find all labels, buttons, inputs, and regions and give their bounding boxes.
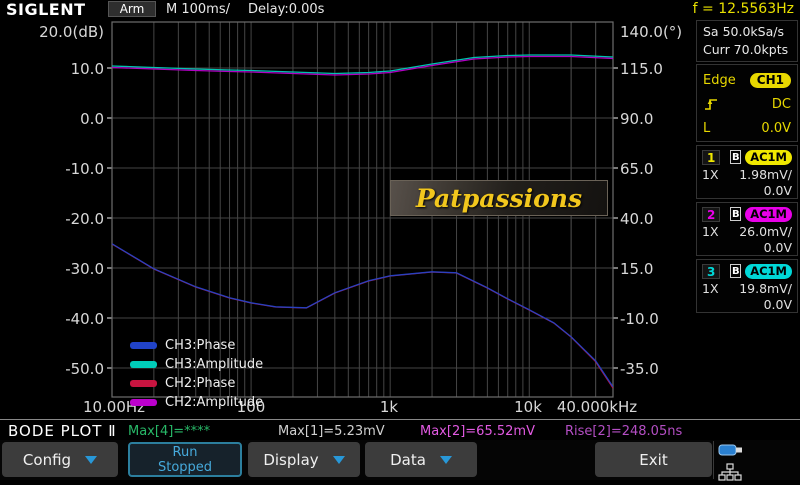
channel3-info-box[interactable]: 3 B AC1M 1X 19.8mV/ 0.0V (696, 259, 798, 313)
lan-network-icon (718, 463, 742, 481)
siglent-logo: SIGLENT (6, 0, 86, 19)
legend-item: CH2:Amplitude (130, 393, 263, 412)
x-axis-tick-label: 40.000kHz (556, 398, 638, 416)
measurement-max1: Max[1]=5.23mV (278, 424, 385, 439)
right-axis-title: 140.0(°) (620, 23, 683, 41)
chevron-down-icon (332, 455, 345, 464)
channel1-number: 1 (702, 149, 721, 165)
page-title: BODE PLOT Ⅱ (8, 422, 117, 440)
io-status-panel (718, 442, 754, 481)
display-button[interactable]: Display (248, 442, 360, 477)
trigger-source-badge: CH1 (749, 72, 791, 88)
exit-button-label: Exit (639, 450, 668, 469)
legend-label: CH3:Amplitude (165, 357, 264, 372)
channel2-info-box[interactable]: 2 B AC1M 1X 26.0mV/ 0.0V (696, 202, 798, 256)
right-axis-tick-label: 15.0 (620, 260, 654, 278)
legend-label: CH2:Phase (165, 376, 236, 391)
measurement-max2: Max[2]=65.52mV (420, 424, 535, 439)
right-axis-tick-label: 115.0 (620, 60, 663, 78)
x-axis-tick-label: 10.00Hz (82, 398, 146, 416)
acquisition-status-badge: Arm (108, 1, 156, 17)
plot-legend: CH3:Phase CH3:Amplitude CH2:Phase CH2:Am… (130, 336, 263, 412)
left-axis-tick-label: -20.0 (65, 210, 104, 228)
channel2-offset: 0.0V (763, 240, 792, 255)
left-axis-tick-label: 0.0 (80, 110, 104, 128)
left-axis-tick-label: -40.0 (65, 310, 104, 328)
legend-swatch-ch2-phase (130, 380, 157, 387)
watermark-text: Patpassions (415, 183, 583, 213)
watermark-banner: Patpassions (390, 180, 608, 216)
bandwidth-limit-icon: B (730, 264, 742, 278)
sample-rate-readout: Sa 50.0kSa/s (703, 24, 784, 39)
timebase-readout: M 100ms/ (166, 2, 230, 17)
channel2-scale: 26.0mV/ (739, 224, 792, 239)
channel3-number: 3 (702, 263, 721, 279)
data-button-label: Data (390, 450, 426, 469)
right-axis-tick-label: -35.0 (620, 360, 659, 378)
trigger-level-value: 0.0V (761, 120, 791, 136)
run-state-line1: Run (172, 444, 198, 460)
legend-item: CH3:Amplitude (130, 355, 263, 374)
x-axis-tick-label: 100 (236, 398, 266, 416)
status-bar: BODE PLOT Ⅱ Max[4]=**** Max[1]=5.23mV Ma… (0, 419, 800, 440)
memory-depth-readout: Curr 70.0kpts (703, 42, 789, 57)
right-axis-tick-label: -10.0 (620, 310, 659, 328)
delay-readout: Delay:0.00s (248, 2, 325, 17)
trigger-type-label: Edge (703, 72, 736, 88)
chevron-down-icon (85, 455, 98, 464)
channel3-scale: 19.8mV/ (739, 281, 792, 296)
chevron-down-icon (439, 455, 452, 464)
usb-icon (718, 444, 742, 456)
channel1-info-box[interactable]: 1 B AC1M 1X 1.98mV/ 0.0V (696, 145, 798, 199)
channel2-number: 2 (702, 206, 721, 222)
exit-button[interactable]: Exit (595, 442, 712, 477)
x-axis-tick-label: 1k (379, 398, 399, 416)
right-axis-tick-label: 65.0 (620, 160, 654, 178)
legend-label: CH3:Phase (165, 338, 236, 353)
right-axis-tick-label: 90.0 (620, 110, 654, 128)
channel1-coupling-badge: AC1M (745, 149, 792, 165)
trigger-level-label: L (703, 120, 711, 136)
measurement-max4: Max[4]=**** (128, 424, 211, 439)
rising-edge-icon (705, 99, 717, 110)
left-axis-tick-label: -10.0 (65, 160, 104, 178)
channel3-coupling-badge: AC1M (745, 263, 792, 279)
channel1-offset: 0.0V (763, 183, 792, 198)
channel1-attenuation: 1X (702, 167, 719, 182)
legend-item: CH2:Phase (130, 374, 263, 393)
data-button[interactable]: Data (365, 442, 477, 477)
header-bar: SIGLENT Arm M 100ms/ Delay:0.00s f = 12.… (0, 0, 800, 19)
acquisition-info-box: Sa 50.0kSa/s Curr 70.0kpts (696, 20, 798, 62)
trigger-coupling-label: DC (771, 96, 791, 112)
left-axis-tick-label: -50.0 (65, 360, 104, 378)
channel2-attenuation: 1X (702, 224, 719, 239)
config-button-label: Config (22, 450, 72, 469)
legend-swatch-ch3-amplitude (130, 361, 157, 368)
legend-item: CH3:Phase (130, 336, 263, 355)
right-axis-tick-label: 40.0 (620, 210, 654, 228)
menu-divider (713, 441, 714, 479)
left-axis-tick-label: -30.0 (65, 260, 104, 278)
left-axis-tick-label: 10.0 (70, 60, 104, 78)
bandwidth-limit-icon: B (730, 150, 742, 164)
bandwidth-limit-icon: B (730, 207, 742, 221)
trigger-info-box[interactable]: Edge CH1 DC L 0.0V (696, 64, 798, 142)
display-button-label: Display (263, 450, 319, 469)
channel1-scale: 1.98mV/ (739, 167, 792, 182)
channel3-attenuation: 1X (702, 281, 719, 296)
measurement-rise2: Rise[2]=248.05ns (565, 424, 683, 439)
x-axis-tick-label: 10k (514, 398, 542, 416)
run-state-line2: Stopped (157, 459, 213, 475)
config-button[interactable]: Config (2, 442, 118, 477)
left-axis-title: 20.0(dB) (39, 23, 104, 41)
legend-swatch-ch3-phase (130, 342, 157, 349)
frequency-counter-readout: f = 12.5563Hz (692, 1, 794, 17)
run-stop-button[interactable]: Run Stopped (128, 442, 242, 477)
legend-swatch-ch2-amplitude (130, 399, 157, 406)
legend-label: CH2:Amplitude (165, 395, 264, 410)
channel3-offset: 0.0V (763, 297, 792, 312)
channel2-coupling-badge: AC1M (745, 206, 792, 222)
bottom-menu-bar: Config Run Stopped Display Data Exit (0, 440, 800, 481)
